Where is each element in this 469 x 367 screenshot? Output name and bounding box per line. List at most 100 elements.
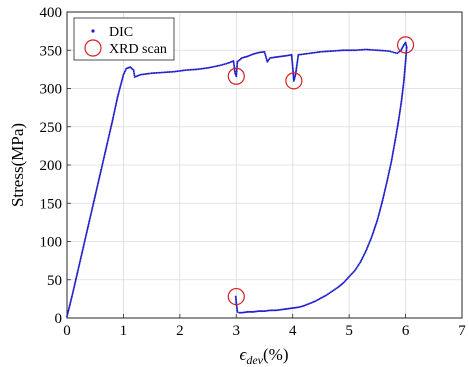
- dic-point: [107, 136, 110, 139]
- dic-point: [340, 49, 343, 52]
- dic-point: [383, 191, 386, 194]
- dic-point: [392, 51, 395, 54]
- dic-point: [276, 309, 279, 312]
- dic-point: [274, 309, 277, 312]
- dic-point: [294, 306, 297, 309]
- dic-point: [395, 134, 397, 137]
- dic-point: [102, 159, 105, 162]
- dic-point: [98, 174, 101, 177]
- dic-point: [112, 116, 115, 119]
- dic-point: [89, 216, 92, 218]
- dic-point: [101, 164, 104, 166]
- dic-point: [144, 73, 147, 76]
- dic-point: [89, 214, 92, 217]
- dic-point: [394, 136, 397, 139]
- dic-point: [161, 71, 164, 74]
- dic-point: [105, 147, 108, 150]
- dic-point: [308, 52, 311, 55]
- dic-point: [396, 52, 399, 55]
- xrd-scan-point: [227, 287, 245, 306]
- dic-point: [404, 43, 407, 46]
- dic-point: [290, 56, 293, 59]
- dic-point: [104, 148, 107, 151]
- dic-point: [357, 264, 360, 266]
- dic-point: [334, 288, 336, 291]
- dic-point: [114, 105, 117, 108]
- dic-point: [115, 99, 118, 102]
- dic-point: [373, 226, 376, 229]
- dic-point: [66, 315, 68, 318]
- dic-point: [108, 134, 110, 137]
- dic-point: [85, 234, 87, 237]
- dic-point: [326, 50, 329, 53]
- dic-point: [366, 48, 369, 51]
- dic-point: [370, 235, 373, 238]
- dic-point: [395, 130, 398, 133]
- dic-point: [361, 48, 364, 51]
- dic-point: [90, 209, 93, 212]
- dic-point: [389, 164, 392, 167]
- dic-point: [357, 49, 359, 51]
- dic-point: [289, 54, 292, 57]
- dic-point: [116, 96, 119, 99]
- dic-point: [321, 296, 324, 299]
- dic-point: [291, 63, 294, 65]
- dic-point: [387, 172, 390, 175]
- dic-point: [73, 284, 76, 287]
- dic-point: [71, 294, 74, 296]
- dic-point: [197, 68, 200, 71]
- dic-point: [318, 51, 321, 53]
- dic-point: [106, 139, 109, 142]
- dic-point: [234, 72, 237, 75]
- dic-point: [321, 50, 324, 53]
- dic-point: [265, 57, 268, 60]
- dic-point: [78, 265, 80, 267]
- dic-point: [375, 220, 378, 223]
- dic-point: [335, 287, 338, 290]
- dic-point: [94, 193, 97, 196]
- dic-point: [380, 202, 383, 205]
- dic-point: [272, 56, 274, 59]
- dic-point: [75, 274, 78, 277]
- dic-point: [98, 176, 101, 179]
- dic-point: [405, 54, 408, 57]
- dic-point: [384, 187, 387, 189]
- dic-point: [70, 295, 73, 298]
- dic-point: [170, 70, 172, 73]
- dic-point: [178, 70, 181, 72]
- dic-point: [303, 53, 306, 55]
- dic-point: [350, 273, 353, 276]
- dic-point: [316, 51, 319, 54]
- dic-point: [93, 199, 96, 202]
- dic-point: [216, 64, 219, 67]
- dic-point: [324, 294, 327, 297]
- dic-point: [117, 92, 120, 95]
- dic-point: [399, 110, 401, 113]
- dic-point: [394, 51, 397, 54]
- x-axis-ticks: 0 1 2 3 4 5 6 7: [63, 314, 466, 339]
- dic-point: [302, 53, 305, 56]
- dic-point: [393, 146, 395, 148]
- dic-point: [279, 308, 281, 311]
- dic-point: [291, 61, 294, 64]
- dic-point: [92, 200, 95, 203]
- dic-point: [85, 231, 88, 234]
- dic-point: [163, 71, 166, 74]
- dic-point: [376, 217, 379, 220]
- dic-point: [396, 127, 399, 130]
- dic-point: [109, 127, 112, 130]
- dic-point: [394, 139, 397, 142]
- dic-point: [402, 79, 405, 82]
- dic-point: [402, 84, 405, 87]
- dic-point: [232, 61, 235, 64]
- dic-point: [368, 242, 371, 244]
- dic-point: [76, 272, 79, 275]
- dic-point: [106, 142, 109, 145]
- dic-point: [351, 272, 354, 274]
- dic-point: [374, 49, 377, 52]
- dic-point: [149, 72, 151, 75]
- dic-point: [382, 196, 385, 199]
- dic-point: [353, 269, 356, 272]
- dic-point: [386, 49, 388, 52]
- dic-point: [104, 150, 107, 153]
